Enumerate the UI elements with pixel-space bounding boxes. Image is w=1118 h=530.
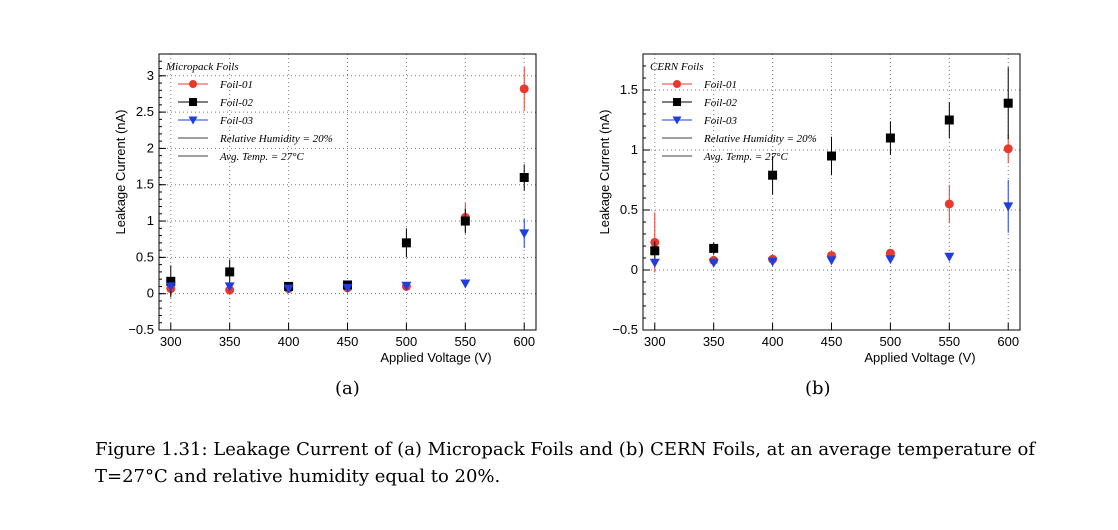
legend-marker <box>188 116 198 125</box>
data-point-foil-02 <box>827 151 836 161</box>
y-tick-label: 0 <box>147 286 154 301</box>
data-point-foil-02 <box>885 133 895 143</box>
y-tick-label: 0 <box>631 262 638 277</box>
y-axis-title: Leakage Current (nA) <box>113 109 128 234</box>
data-point-foil-02 <box>944 115 954 125</box>
x-tick-label: 550 <box>938 334 960 349</box>
legend-marker <box>672 116 682 125</box>
data-point-foil-03 <box>708 258 719 268</box>
data-point-foil-02 <box>1003 98 1013 108</box>
y-tick-label: 1 <box>147 213 154 228</box>
data-point-foil-03 <box>401 281 412 291</box>
legend-note: Avg. Temp. = 27°C <box>219 151 305 163</box>
legend-entry-foil-03: Foil-03 <box>703 115 737 127</box>
legend-entry-foil-02: Foil-02 <box>219 97 253 109</box>
legend-note: Relative Humidity = 20% <box>703 133 817 145</box>
data-point-foil-02 <box>166 276 176 286</box>
data-point-foil-03 <box>767 257 778 267</box>
data-point-foil-03 <box>460 279 471 289</box>
data-point-foil-03 <box>1003 202 1014 212</box>
plot-frame <box>642 53 1021 331</box>
legend-title: Micropack Foils <box>165 61 239 73</box>
data-point-foil-02 <box>225 267 235 277</box>
y-tick-label: −0.5 <box>612 322 638 337</box>
legend-marker <box>673 98 681 106</box>
x-tick-label: 600 <box>513 334 535 349</box>
x-tick-label: 500 <box>880 334 902 349</box>
y-tick-label: 0.5 <box>136 249 154 264</box>
data-point-foil-03 <box>283 284 294 294</box>
data-point-foil-03 <box>224 282 235 292</box>
data-point-foil-02 <box>519 172 529 182</box>
legend-note: Relative Humidity = 20% <box>219 133 333 145</box>
data-point-foil-02 <box>709 243 719 253</box>
x-tick-label: 450 <box>337 334 359 349</box>
data-point-foil-02 <box>460 216 470 226</box>
data-point-foil-02 <box>768 170 778 180</box>
y-tick-label: 1.5 <box>136 177 154 192</box>
y-tick-label: −0.5 <box>128 322 154 337</box>
legend-entry-foil-01: Foil-01 <box>219 79 253 91</box>
data-point-foil-03 <box>649 258 660 268</box>
y-tick-label: 0.5 <box>620 202 638 217</box>
y-tick-label: 3 <box>147 68 154 83</box>
data-point-foil-02 <box>650 246 660 256</box>
data-point-foil-01 <box>519 84 529 94</box>
x-axis-title: Applied Voltage (V) <box>380 350 491 365</box>
y-tick-label: 2.5 <box>136 104 154 119</box>
x-tick-label: 350 <box>219 334 241 349</box>
data-point-foil-03 <box>165 282 176 292</box>
data-point-foil-01 <box>1003 144 1013 154</box>
legend-marker <box>189 80 197 88</box>
legend-marker <box>189 98 197 106</box>
y-tick-label: 2 <box>147 140 154 155</box>
chart-panel-b: 300 350 400 450 500 550 600 −0.5 0 0.5 1 1.5 Applied… <box>597 53 1021 365</box>
legend-marker <box>673 80 681 88</box>
data-point-foil-03 <box>885 255 896 265</box>
legend-entry-foil-01: Foil-01 <box>703 79 737 91</box>
y-tick-label: 1 <box>631 142 638 157</box>
panel-label-b: (b) <box>805 378 831 399</box>
x-tick-label: 350 <box>703 334 725 349</box>
legend-note: Avg. Temp. = 27°C <box>703 151 789 163</box>
y-axis-title: Leakage Current (nA) <box>597 109 612 234</box>
data-point-foil-03 <box>826 256 837 266</box>
x-tick-label: 300 <box>160 334 182 349</box>
data-point-foil-03 <box>342 283 353 293</box>
data-point-foil-01 <box>944 199 954 209</box>
legend-entry-foil-02: Foil-02 <box>703 97 737 109</box>
figure-caption: Figure 1.31: Leakage Current of (a) Micr… <box>95 439 1035 487</box>
x-tick-label: 400 <box>762 334 784 349</box>
legend-title: CERN Foils <box>650 61 703 73</box>
x-tick-label: 500 <box>396 334 418 349</box>
data-point-foil-03 <box>519 229 530 239</box>
chart-panel-a: 300 350 400 450 500 550 600 −0.5 0 0.5 1 1.5 2 2.5 3 Ap… <box>113 53 537 365</box>
x-tick-label: 600 <box>997 334 1019 349</box>
x-tick-label: 450 <box>821 334 843 349</box>
x-tick-label: 300 <box>644 334 666 349</box>
legend-entry-foil-03: Foil-03 <box>219 115 253 127</box>
data-point-foil-03 <box>944 252 955 262</box>
x-tick-label: 400 <box>278 334 300 349</box>
x-tick-label: 550 <box>454 334 476 349</box>
x-axis-title: Applied Voltage (V) <box>864 350 975 365</box>
y-tick-label: 1.5 <box>620 82 638 97</box>
data-point-foil-02 <box>401 238 411 248</box>
panel-label-a: (a) <box>335 378 360 399</box>
